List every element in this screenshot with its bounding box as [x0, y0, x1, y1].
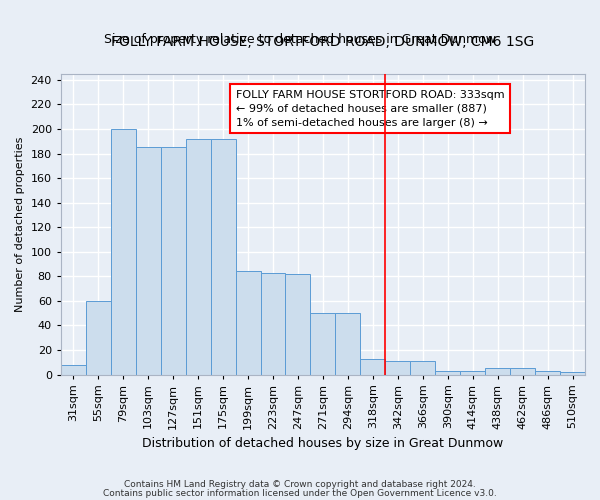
Y-axis label: Number of detached properties: Number of detached properties — [15, 136, 25, 312]
Text: Contains public sector information licensed under the Open Government Licence v3: Contains public sector information licen… — [103, 489, 497, 498]
Bar — [136, 148, 161, 374]
Bar — [86, 301, 111, 374]
Bar — [510, 368, 535, 374]
Text: Size of property relative to detached houses in Great Dunmow: Size of property relative to detached ho… — [104, 32, 496, 46]
Bar — [211, 139, 236, 374]
Bar — [260, 272, 286, 374]
Bar — [335, 313, 361, 374]
Bar — [161, 148, 185, 374]
X-axis label: Distribution of detached houses by size in Great Dunmow: Distribution of detached houses by size … — [142, 437, 503, 450]
Bar — [485, 368, 510, 374]
Bar — [310, 313, 335, 374]
Bar — [385, 361, 410, 374]
Bar — [286, 274, 310, 374]
Bar — [361, 358, 385, 374]
Bar — [535, 371, 560, 374]
Bar — [185, 139, 211, 374]
Text: Contains HM Land Registry data © Crown copyright and database right 2024.: Contains HM Land Registry data © Crown c… — [124, 480, 476, 489]
Bar — [61, 364, 86, 374]
Bar — [111, 129, 136, 374]
Bar — [435, 371, 460, 374]
Bar — [560, 372, 585, 374]
Title: FOLLY FARM HOUSE, STORTFORD ROAD, DUNMOW, CM6 1SG: FOLLY FARM HOUSE, STORTFORD ROAD, DUNMOW… — [111, 35, 535, 49]
Bar — [410, 361, 435, 374]
Bar — [236, 272, 260, 374]
Text: FOLLY FARM HOUSE STORTFORD ROAD: 333sqm
← 99% of detached houses are smaller (88: FOLLY FARM HOUSE STORTFORD ROAD: 333sqm … — [236, 90, 504, 128]
Bar — [460, 371, 485, 374]
